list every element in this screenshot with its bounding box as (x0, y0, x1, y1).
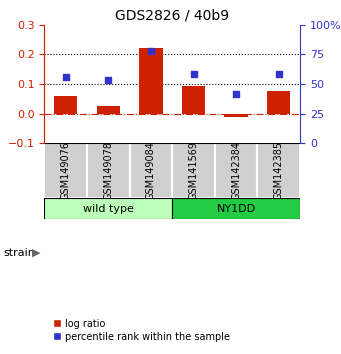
Bar (44, 198, 172, 219)
Point (63, 74, 68, 79)
Text: GSM142384: GSM142384 (231, 141, 241, 200)
Point (233, 91, 239, 96)
Bar (172, 198, 300, 219)
Bar (130, 143, 172, 198)
Bar (215, 143, 257, 198)
Bar (172, 143, 215, 198)
Text: GSM142385: GSM142385 (274, 141, 284, 200)
Point (106, 77, 111, 82)
Point (276, 71, 282, 76)
Text: GSM149076: GSM149076 (61, 141, 71, 200)
Text: ▶: ▶ (32, 248, 41, 258)
Text: GSM141569: GSM141569 (189, 141, 198, 200)
Legend: log ratio, percentile rank within the sample: log ratio, percentile rank within the sa… (49, 315, 234, 346)
Bar (267, 91, 291, 114)
Bar (54, 96, 77, 114)
Bar (44, 143, 87, 198)
Bar (182, 86, 205, 114)
Bar (97, 106, 120, 114)
Text: strain: strain (3, 248, 35, 258)
Point (148, 48, 153, 54)
Point (191, 71, 196, 76)
Bar (224, 114, 248, 116)
Text: GSM149078: GSM149078 (103, 141, 113, 200)
Text: wild type: wild type (83, 204, 134, 214)
Bar (257, 143, 300, 198)
Text: NY1DD: NY1DD (217, 204, 256, 214)
Text: GSM149084: GSM149084 (146, 141, 156, 200)
Title: GDS2826 / 40b9: GDS2826 / 40b9 (115, 8, 229, 22)
Bar (87, 143, 130, 198)
Bar (139, 48, 163, 114)
